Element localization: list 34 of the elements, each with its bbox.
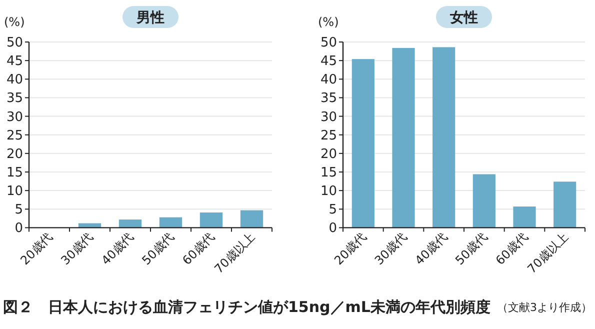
y-axis-title: (%) (318, 15, 339, 29)
y-tick-label: 30 (320, 110, 337, 125)
caption: 図２ 日本人における血清フェリチン値が15ng／mL未満の年代別頻度 (3, 298, 490, 316)
y-tick-label: 20 (6, 146, 23, 162)
y-axis-title: (%) (4, 15, 25, 29)
y-tick-label: 0 (14, 221, 23, 236)
y-tick-label: 15 (6, 165, 23, 180)
x-tick-label: 30歳代 (372, 230, 410, 268)
y-tick-label: 35 (6, 91, 23, 106)
x-tick-label: 40歳代 (98, 230, 136, 268)
y-tick-label: 30 (6, 110, 23, 125)
y-tick-label: 5 (328, 202, 337, 218)
text: （文献3より作成） (497, 301, 592, 314)
y-tick-label: 40 (6, 72, 23, 88)
chart-title: 女性 (449, 10, 478, 26)
x-tick-label: 40歳代 (412, 230, 450, 268)
y-tick-label: 25 (6, 128, 23, 144)
y-tick-label: 15 (320, 165, 337, 180)
y-tick-label: 10 (320, 184, 337, 200)
y-tick-label: 25 (320, 128, 337, 144)
y-tick-label: 40 (320, 72, 337, 88)
x-tick-label: 30歳代 (58, 230, 96, 268)
y-tick-label: 45 (320, 54, 337, 70)
y-tick-label: 0 (328, 221, 337, 236)
chart-title: 男性 (136, 10, 164, 26)
y-tick-label: 5 (14, 202, 23, 218)
y-tick-label: 50 (6, 36, 23, 50)
y-tick-label: 10 (6, 184, 23, 200)
y-tick-label: 20 (320, 146, 337, 162)
y-tick-label: 45 (6, 54, 23, 70)
x-tick-label: 50歳代 (452, 230, 490, 268)
y-tick-label: 35 (320, 91, 337, 106)
x-tick-label: 50歳代 (139, 230, 177, 268)
y-tick-label: 50 (320, 36, 337, 50)
